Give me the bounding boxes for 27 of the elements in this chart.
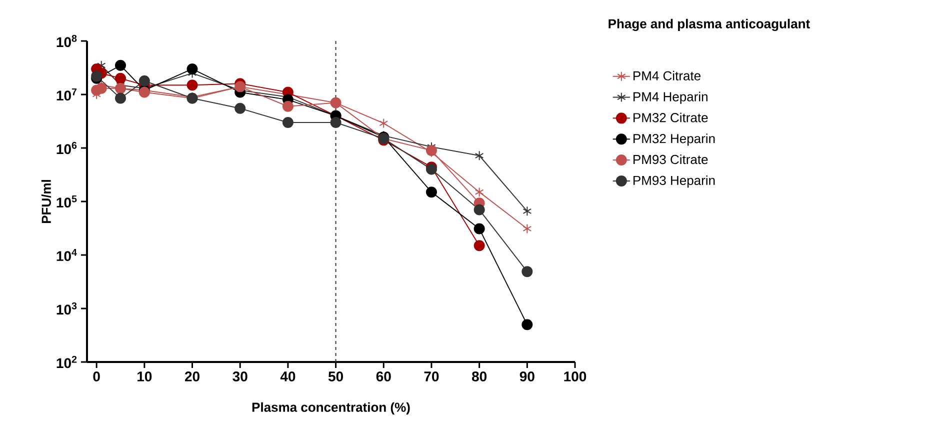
x-tick-label: 100 xyxy=(564,371,586,382)
x-tick-label: 30 xyxy=(232,371,248,382)
x-tick-label: 90 xyxy=(520,371,534,382)
legend-label: PM93 Citrate xyxy=(634,154,708,164)
x-tick-label: 70 xyxy=(424,371,439,382)
y-tick-label: 10$^{6}$ xyxy=(56,142,77,154)
y-tick-label: 10$^{4}$ xyxy=(56,248,77,262)
x-tick-label: 50 xyxy=(328,371,344,382)
legend-title: Phage and plasma anticoagulant xyxy=(608,18,810,32)
x-tick-label: 60 xyxy=(376,371,391,382)
legend-label: PM32 Citrate xyxy=(634,112,708,122)
legend-label: PM4 Citrate xyxy=(634,70,700,80)
x-axis-title: Plasma concentration (%) xyxy=(252,402,410,414)
x-tick-label: 40 xyxy=(280,371,296,382)
legend-label: PM32 Heparin xyxy=(634,134,715,146)
legend-label: PM4 Heparin xyxy=(634,92,708,104)
y-tick-label: 10$^{2}$ xyxy=(56,356,77,368)
y-tick-label: 10$^{5}$ xyxy=(56,195,77,208)
x-tick-label: 20 xyxy=(184,371,200,382)
y-tick-label: 10$^{8}$ xyxy=(56,34,77,48)
x-tick-label: 10 xyxy=(138,371,152,382)
y-axis-title: PFU/ml xyxy=(41,180,52,224)
x-tick-label: 0 xyxy=(93,371,100,382)
legend-label: PM93 Heparin xyxy=(634,175,715,188)
y-tick-label: 10$^{7}$ xyxy=(56,88,77,101)
x-tick-label: 80 xyxy=(472,371,487,382)
y-tick-label: 10$^{3}$ xyxy=(56,302,77,315)
